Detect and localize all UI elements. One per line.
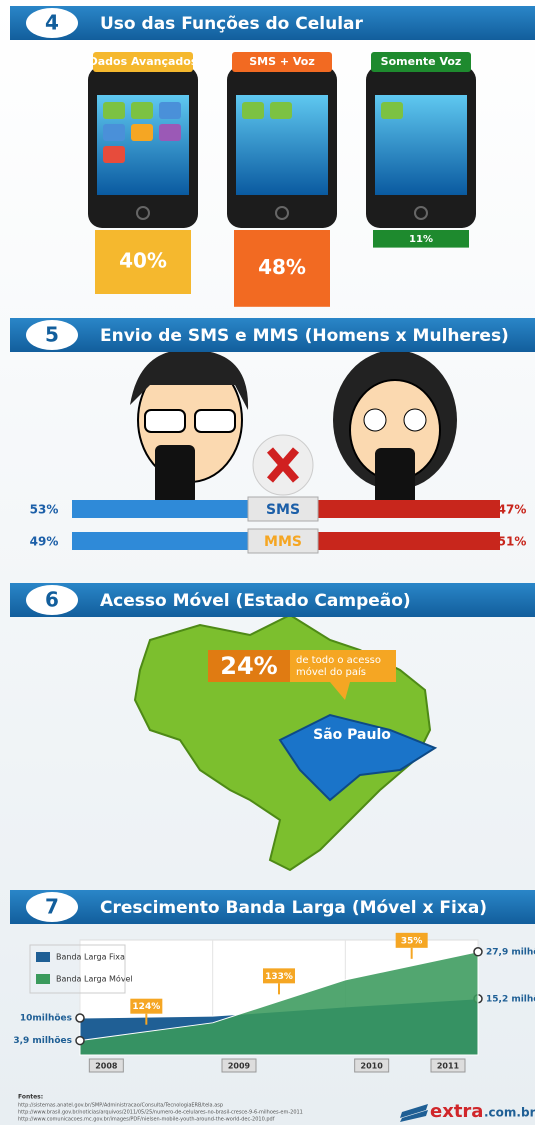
usage-bar	[234, 230, 330, 307]
section-badge	[26, 320, 78, 350]
section-badge	[26, 8, 78, 38]
legend-swatch	[36, 952, 50, 962]
versus-icon	[252, 434, 314, 496]
brand-icon	[400, 1104, 428, 1122]
phone-button	[275, 206, 289, 220]
women-label: 47%	[498, 503, 527, 517]
brand: extra	[430, 1101, 483, 1122]
growth-badge	[263, 968, 295, 984]
x-tick-label: 2009	[228, 1062, 251, 1071]
end-point	[75, 1035, 85, 1046]
year-box	[221, 1058, 257, 1073]
brand-domain: .com.br	[484, 1106, 535, 1120]
men-bar	[72, 532, 282, 550]
growth-label: 133%	[265, 972, 293, 982]
legend-swatch	[36, 974, 50, 984]
legend-box	[29, 944, 126, 994]
usage-bar	[95, 230, 191, 294]
section-header	[10, 890, 535, 924]
access-note: de todo o acesso	[296, 655, 381, 666]
app-icon	[103, 124, 125, 141]
callout-dark	[208, 650, 290, 682]
end-point	[75, 1013, 85, 1023]
woman	[333, 350, 457, 508]
growth-badge	[395, 932, 428, 948]
section-header	[10, 583, 535, 617]
year-box	[88, 1058, 124, 1073]
section-number: 4	[45, 11, 59, 35]
state-name: São Paulo	[313, 727, 391, 743]
app-icon	[131, 102, 153, 119]
x-tick-label: 2008	[95, 1062, 118, 1071]
app-icon	[381, 102, 403, 119]
bar-label-box	[247, 528, 319, 554]
man	[130, 349, 249, 505]
value-label: 3,9 milhões	[13, 1036, 72, 1046]
phone-tag-label: Dados Avançados	[89, 55, 198, 68]
legend-label: Banda Larga Fixa	[56, 953, 125, 962]
source: http://sistemas.anatel.gov.br/SMP/Admini…	[18, 1103, 223, 1109]
source: http://www.comunicacoes.mc.gov.br/images…	[18, 1117, 275, 1123]
value-label: 10milhões	[20, 1014, 72, 1024]
source: http://www.brasil.gov.br/noticias/arquiv…	[18, 1110, 303, 1116]
usage-label: 11%	[409, 234, 433, 245]
usage-label: 48%	[258, 255, 306, 279]
growth-label: 35%	[401, 936, 423, 946]
men-bar	[72, 500, 299, 518]
app-icon	[159, 102, 181, 119]
year-box	[430, 1058, 466, 1073]
bar-label: MMS	[264, 534, 302, 550]
growth-badge	[130, 998, 163, 1014]
app-icon	[131, 124, 153, 141]
app-icon	[103, 102, 125, 119]
phone-button	[136, 206, 150, 220]
callout-pointer	[330, 682, 350, 700]
section-number: 7	[45, 895, 59, 919]
women-bar	[281, 532, 500, 550]
section-title: Uso das Funções do Celular	[100, 14, 363, 34]
end-point	[473, 947, 483, 957]
section-header	[10, 6, 535, 40]
usage-bar	[373, 230, 469, 248]
phone-button	[414, 206, 428, 220]
section-header	[10, 318, 535, 352]
section-title: Acesso Móvel (Estado Campeão)	[100, 591, 411, 611]
section-title: Envio de SMS e MMS (Homens x Mulheres)	[100, 326, 509, 346]
phone-tag	[371, 52, 471, 72]
phone-tag	[93, 52, 193, 72]
legend-label: Banda Larga Móvel	[56, 974, 133, 984]
value-label: 27,9 milhões	[486, 947, 535, 957]
women-bar	[298, 500, 500, 518]
section-title: Crescimento Banda Larga (Móvel x Fixa)	[100, 898, 487, 918]
footer-title: Fontes:	[18, 1094, 43, 1101]
growth-label: 124%	[132, 1002, 160, 1012]
men-label: 49%	[30, 535, 59, 549]
bar-label: SMS	[266, 502, 300, 518]
phone-tag-label: Somente Voz	[381, 55, 462, 68]
app-icon	[242, 102, 264, 119]
section-badge	[26, 892, 78, 922]
access-percent: 24%	[220, 652, 277, 680]
section-badge	[26, 585, 78, 615]
value-label: 15,2 milhões	[486, 994, 535, 1004]
bar-label-box	[247, 496, 319, 522]
year-box	[354, 1058, 390, 1073]
access-note: móvel do país	[296, 666, 366, 678]
section-number: 6	[45, 588, 59, 612]
men-label: 53%	[30, 503, 59, 517]
phone-tag-label: SMS + Voz	[249, 55, 315, 68]
phone-tag	[232, 52, 332, 72]
usage-label: 40%	[119, 249, 167, 273]
app-icon	[270, 102, 292, 119]
women-label: 51%	[498, 535, 527, 549]
section-number: 5	[45, 323, 59, 347]
app-icon	[159, 124, 181, 141]
x-tick-label: 2011	[437, 1062, 460, 1071]
app-icon	[103, 146, 125, 163]
x-tick-label: 2010	[361, 1062, 384, 1071]
